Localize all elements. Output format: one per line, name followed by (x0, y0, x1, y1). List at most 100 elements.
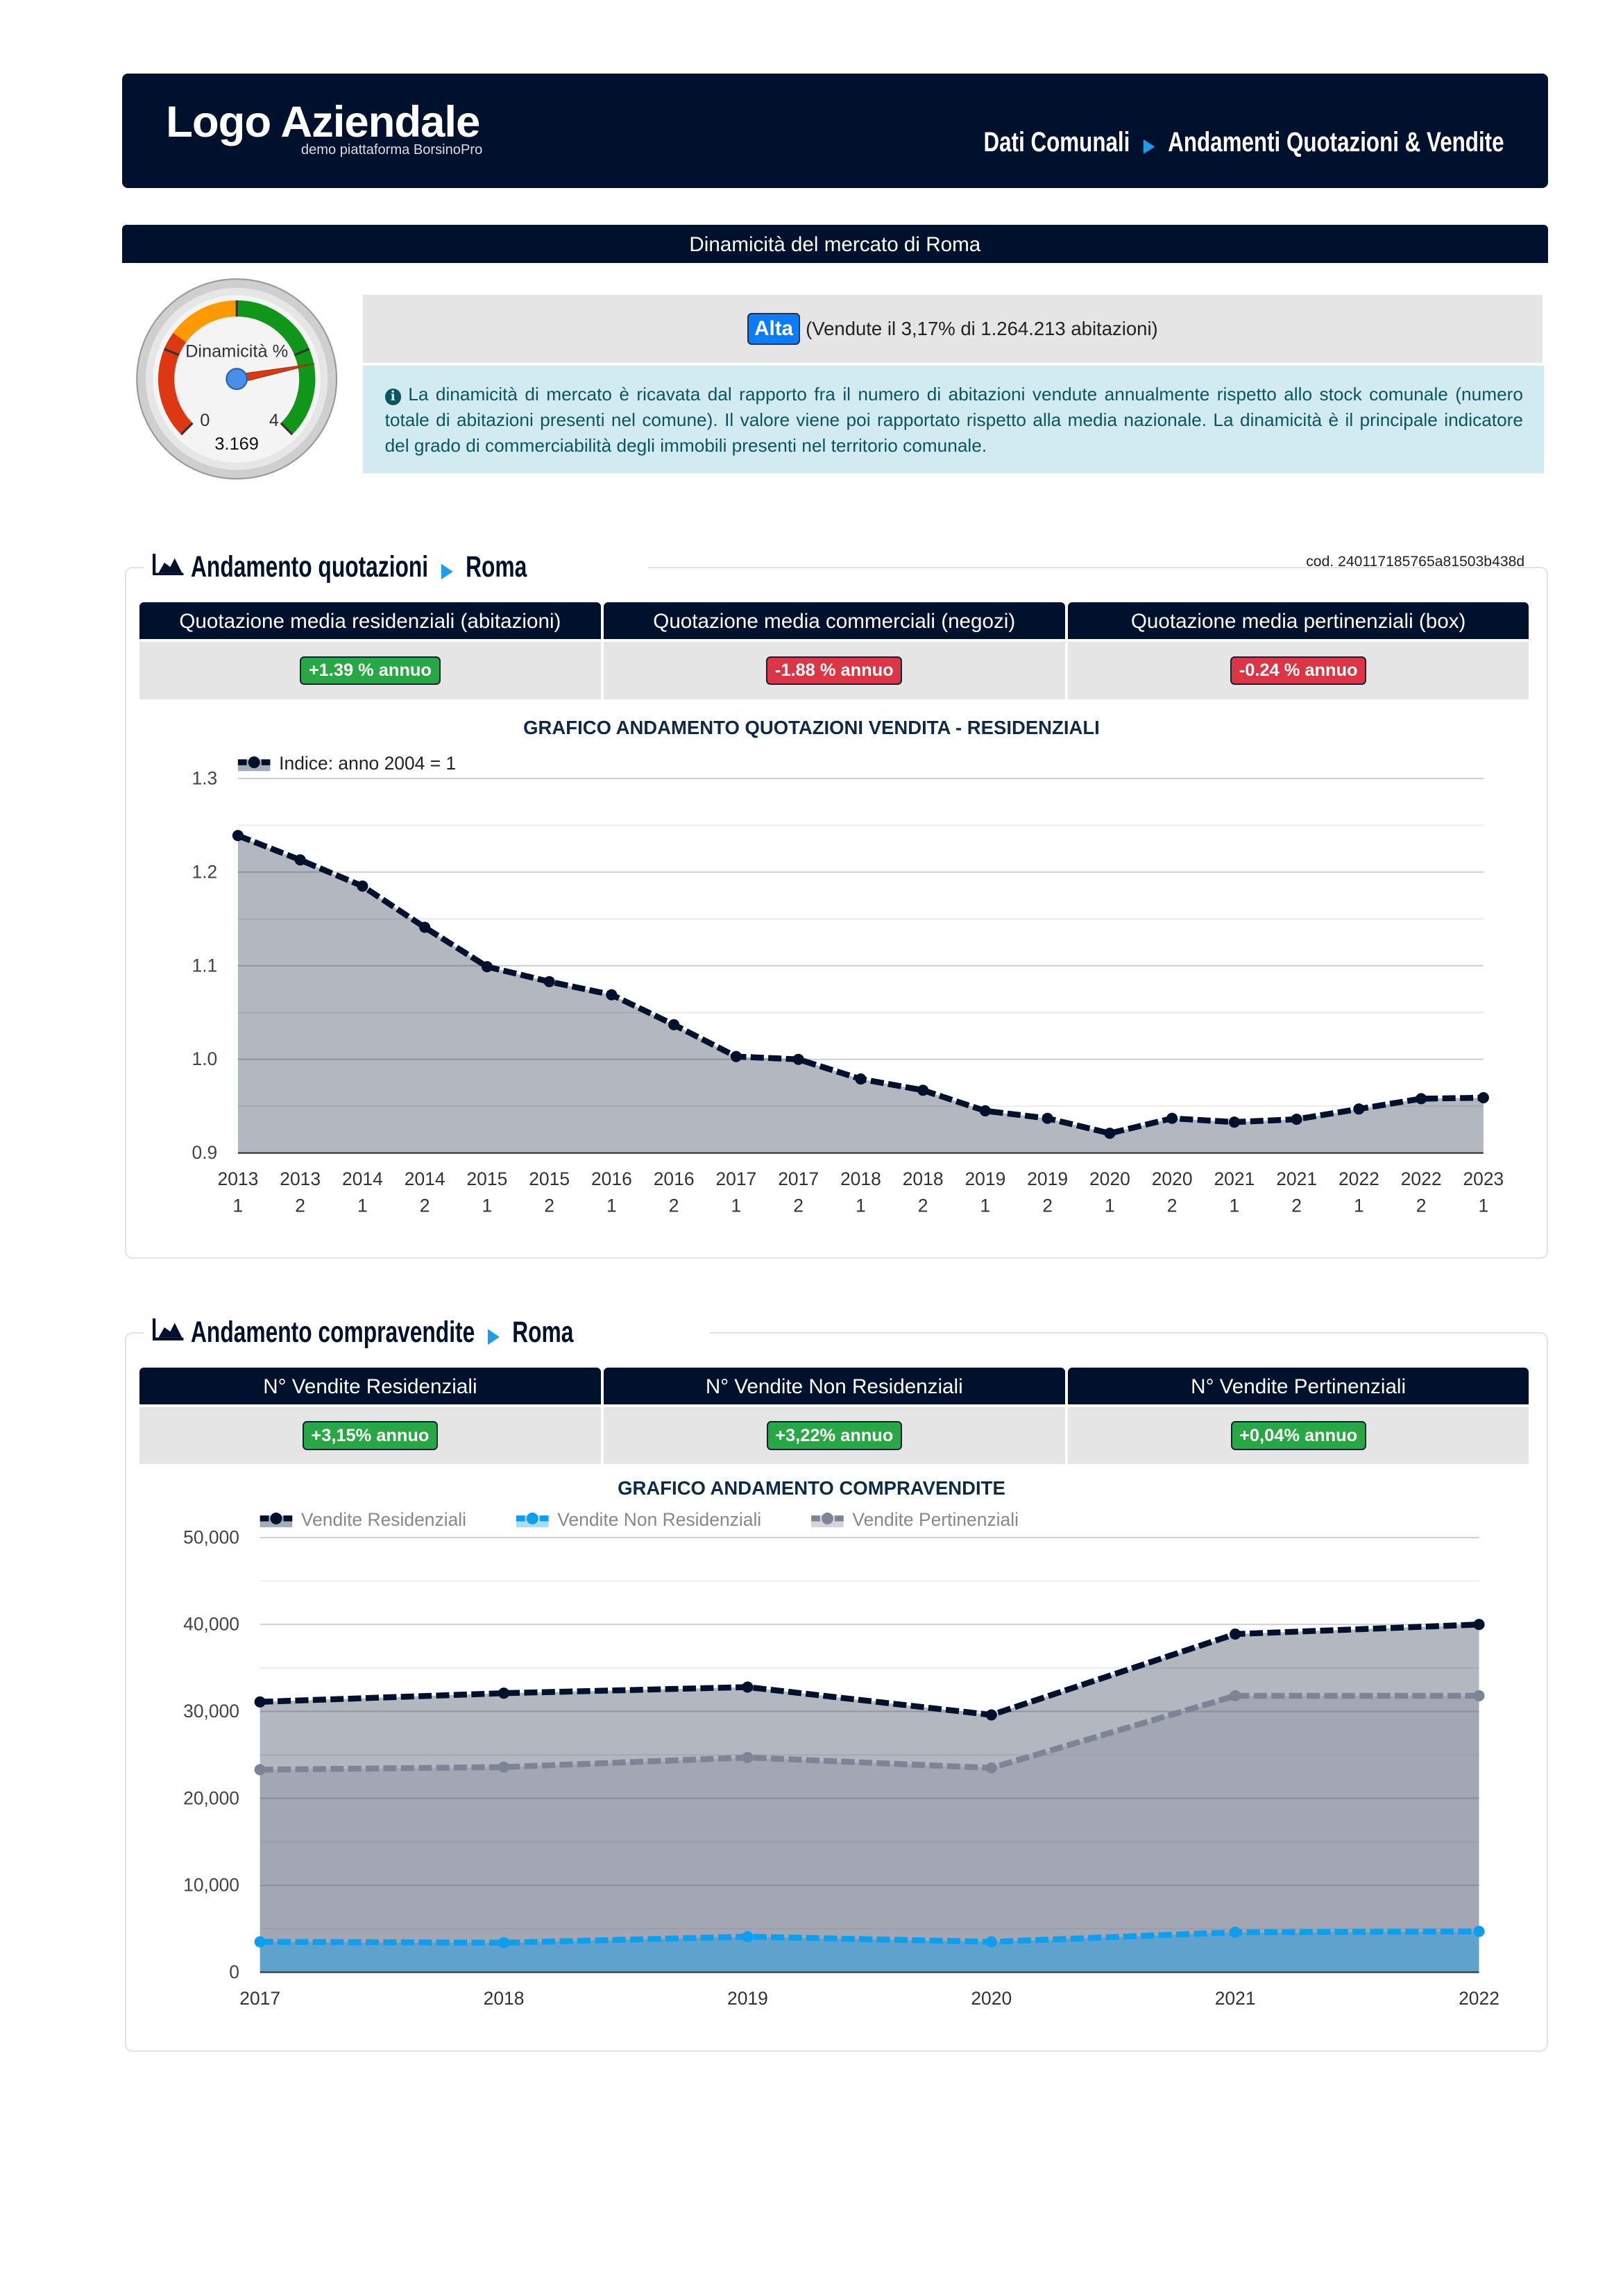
area-chart-icon (153, 1317, 185, 1347)
x-tick-label: 2 (669, 1195, 679, 1216)
data-point (481, 961, 493, 973)
column-header: N° Vendite Non Residenziali (603, 1367, 1065, 1404)
level-badge: Alta (747, 313, 801, 345)
x-tick-label: 2018 (840, 1168, 881, 1189)
x-tick-label: 2021 (1214, 1168, 1255, 1189)
x-tick-label: 2016 (591, 1168, 632, 1189)
quotazioni-chart: 1.3 1.2 1.1 1.0 0.9 2013 1 2013 2 2014 1 2014 2 2015 1… (192, 753, 1504, 1216)
data-point (1477, 1091, 1489, 1104)
section-city: Roma (512, 1315, 574, 1348)
x-tick-label: 2017 (778, 1168, 819, 1189)
breadcrumb: Dati Comunali ▶ Andamenti Quotazioni & Ven… (983, 126, 1504, 158)
data-point (742, 1931, 754, 1943)
x-tick-label: 2020 (1089, 1168, 1130, 1189)
x-tick-label: 2020 (1152, 1168, 1193, 1189)
legend-marker (248, 756, 260, 769)
dinamicita-gauge: Dinamicità % 0 4 3.169 (135, 278, 337, 480)
info-icon: i (384, 389, 401, 405)
x-tick-label: 2 (420, 1195, 430, 1216)
y-tick-label: 1.1 (192, 955, 218, 976)
x-tick-label: 2 (1042, 1195, 1053, 1216)
legend-marker (821, 1513, 833, 1525)
caret-right-icon: ▶ (1144, 136, 1155, 156)
data-point (1416, 1093, 1427, 1105)
dinamicita-title: Dinamicità del mercato di Roma (121, 224, 1548, 263)
series-line (260, 1928, 1479, 1946)
y-tick-label: 0.9 (192, 1142, 218, 1163)
chart-title: GRAFICO ANDAMENTO COMPRAVENDITE (618, 1477, 1005, 1499)
logo[interactable]: Logo Aziendale (166, 97, 480, 146)
x-tick-label: 2021 (1276, 1168, 1317, 1189)
data-point (498, 1937, 510, 1949)
gauge-band-orange (173, 300, 237, 343)
info-box: i La dinamicità di mercato è ricavata da… (362, 366, 1544, 473)
gauge-tick (180, 422, 194, 436)
x-tick-label: 2019 (727, 1988, 768, 2009)
x-tick-label: 2 (544, 1195, 554, 1216)
data-point (498, 1761, 510, 1774)
x-tick-label: 1 (731, 1195, 742, 1216)
x-tick-label: 2020 (971, 1988, 1012, 2009)
logo-subtitle: demo piattaforma BorsinoPro (300, 142, 483, 158)
x-tick-label: 2023 (1463, 1168, 1504, 1189)
x-tick-label: 1 (1354, 1195, 1364, 1216)
x-tick-label: 1 (482, 1195, 493, 1216)
breadcrumb-item[interactable]: Dati Comunali (983, 126, 1130, 158)
x-tick-label: 2022 (1459, 1988, 1499, 2009)
gauge-min: 0 (200, 411, 210, 430)
legend-label: Indice: anno 2004 = 1 (279, 753, 456, 774)
x-tick-label: 2 (918, 1195, 928, 1216)
section-city: Roma (466, 550, 527, 584)
data-point (294, 854, 306, 866)
x-tick-label: 1 (856, 1195, 866, 1216)
breadcrumb-item: Andamenti Quotazioni & Vendite (1168, 126, 1504, 158)
column-header: Quotazione media pertinenziali (box) (1067, 602, 1529, 639)
data-point (917, 1085, 929, 1096)
x-tick-label: 1 (357, 1195, 368, 1216)
y-tick-label: 1.2 (192, 861, 218, 882)
column-header: N° Vendite Residenziali (139, 1367, 601, 1404)
x-tick-label: 2018 (903, 1168, 944, 1189)
y-tick-label: 20,000 (183, 1788, 239, 1809)
data-point (985, 1762, 997, 1774)
compravendite-heading: Andamento compravendite ▶ Roma (144, 1314, 711, 1350)
data-point (742, 1752, 754, 1764)
x-tick-label: 2022 (1401, 1168, 1442, 1189)
data-point (1473, 1925, 1485, 1937)
gauge-tick (294, 348, 310, 357)
x-tick-label: 1 (233, 1195, 244, 1216)
x-tick-label: 2 (1291, 1195, 1302, 1216)
y-tick-label: 30,000 (183, 1701, 239, 1721)
x-tick-label: 2017 (715, 1168, 756, 1189)
x-tick-label: 2016 (654, 1168, 695, 1189)
section-title: Andamento compravendite (191, 1315, 475, 1348)
data-point (1228, 1116, 1240, 1128)
data-point (1042, 1112, 1053, 1124)
trend-badge: +0,04% annuo (1230, 1421, 1366, 1450)
x-tick-label: 2013 (280, 1168, 321, 1189)
x-tick-label: 1 (1479, 1195, 1489, 1216)
gauge-tick (280, 422, 293, 436)
gauge-label: Dinamicità % (185, 341, 288, 361)
section-title: Andamento quotazioni (191, 550, 429, 584)
legend-marker (526, 1513, 538, 1525)
code-label: cod. 240117185765a81503b438d (1306, 553, 1525, 570)
compravendite-table: N° Vendite Residenziali N° Vendite Non R… (139, 1367, 1529, 1465)
legend-label: Vendite Non Residenziali (557, 1509, 761, 1530)
x-tick-label: 2018 (484, 1988, 525, 2009)
gauge-hub (225, 368, 248, 390)
x-tick-label: 2019 (965, 1168, 1005, 1189)
x-tick-label: 2014 (405, 1168, 445, 1189)
data-point (357, 880, 368, 892)
x-tick-label: 2014 (342, 1168, 383, 1189)
y-tick-label: 1.3 (192, 767, 218, 788)
trend-badge: +1.39 % annuo (300, 656, 441, 685)
x-tick-label: 2015 (466, 1168, 507, 1189)
gauge-value: 3.169 (214, 434, 259, 454)
data-point (1353, 1103, 1365, 1115)
data-point (1473, 1619, 1485, 1631)
quotazioni-card (124, 567, 1548, 1259)
y-tick-label: 50,000 (183, 1527, 239, 1548)
gauge-band-red (158, 332, 193, 435)
